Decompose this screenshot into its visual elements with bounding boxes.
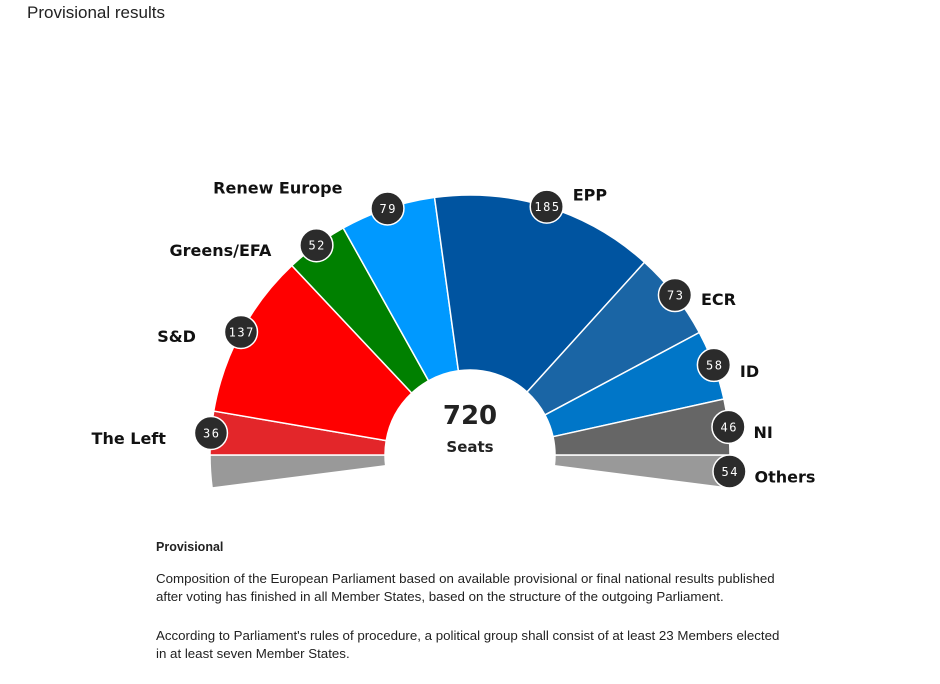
segment-epp[interactable] [433, 194, 646, 394]
chart-notes: Provisional Composition of the European … [156, 538, 786, 684]
parliament-seat-chart: 36 137 52 79 185 73 58 46 54 The Left S&D Greens/E… [92, 178, 816, 489]
segment-others-left[interactable] [209, 454, 387, 489]
badge-circle [696, 347, 732, 383]
group-label-ecr: ECR [701, 290, 736, 309]
group-label-id: ID [740, 362, 759, 381]
group-label-the-left: The Left [92, 429, 167, 448]
badge-circle [529, 189, 564, 224]
group-label-ni: NI [753, 423, 772, 442]
group-label-epp: EPP [573, 186, 608, 205]
chart-segments [209, 194, 731, 489]
badge-seat-count: 185 [534, 200, 560, 214]
seat-badge-others: 54 [712, 454, 747, 489]
badge-seat-count: 52 [308, 239, 325, 253]
badge-seat-count: 79 [380, 202, 397, 216]
group-label-greens-efa: Greens/EFA [169, 241, 272, 260]
badge-circle [712, 454, 747, 489]
seat-badge-epp: 185 [529, 189, 564, 224]
badge-seat-count: 73 [667, 289, 684, 303]
group-labels: The Left S&D Greens/EFA Renew Europe EPP ECR I… [92, 178, 816, 486]
total-seats-number: 720 [443, 401, 497, 431]
badge-circle [299, 227, 334, 263]
badge-circle [657, 277, 693, 313]
total-seats-caption: Seats [446, 438, 493, 456]
notes-heading: Provisional [156, 540, 224, 554]
group-label-renew-europe: Renew Europe [213, 178, 342, 197]
segment-others-right[interactable] [553, 454, 731, 489]
group-label-others: Others [754, 468, 815, 487]
badge-circle [370, 191, 405, 226]
seat-badge-ni: 46 [711, 409, 746, 445]
seat-badges: 36 137 52 79 185 73 58 46 54 [193, 189, 747, 489]
seat-badge-ecr: 73 [657, 277, 693, 313]
seat-badge-the-left: 36 [193, 415, 229, 451]
notes-paragraph-1: Composition of the European Parliament b… [156, 571, 775, 604]
segment-s-d[interactable] [212, 264, 413, 442]
seat-badge-s-d: 137 [223, 314, 259, 350]
seat-badge-id: 58 [696, 347, 732, 383]
notes-paragraph-2: According to Parliament's rules of proce… [156, 628, 780, 661]
badge-seat-count: 54 [722, 465, 739, 479]
badge-seat-count: 58 [706, 358, 723, 372]
seat-badge-greens-efa: 52 [299, 227, 334, 263]
badge-seat-count: 36 [203, 426, 220, 440]
badge-circle [711, 409, 746, 445]
badge-seat-count: 46 [721, 420, 738, 434]
page-title: Provisional results [27, 3, 165, 22]
badge-seat-count: 137 [229, 325, 255, 339]
seat-badge-renew-europe: 79 [370, 191, 405, 226]
badge-circle [193, 415, 229, 451]
badge-circle [223, 314, 259, 350]
group-label-s-d: S&D [157, 327, 196, 346]
